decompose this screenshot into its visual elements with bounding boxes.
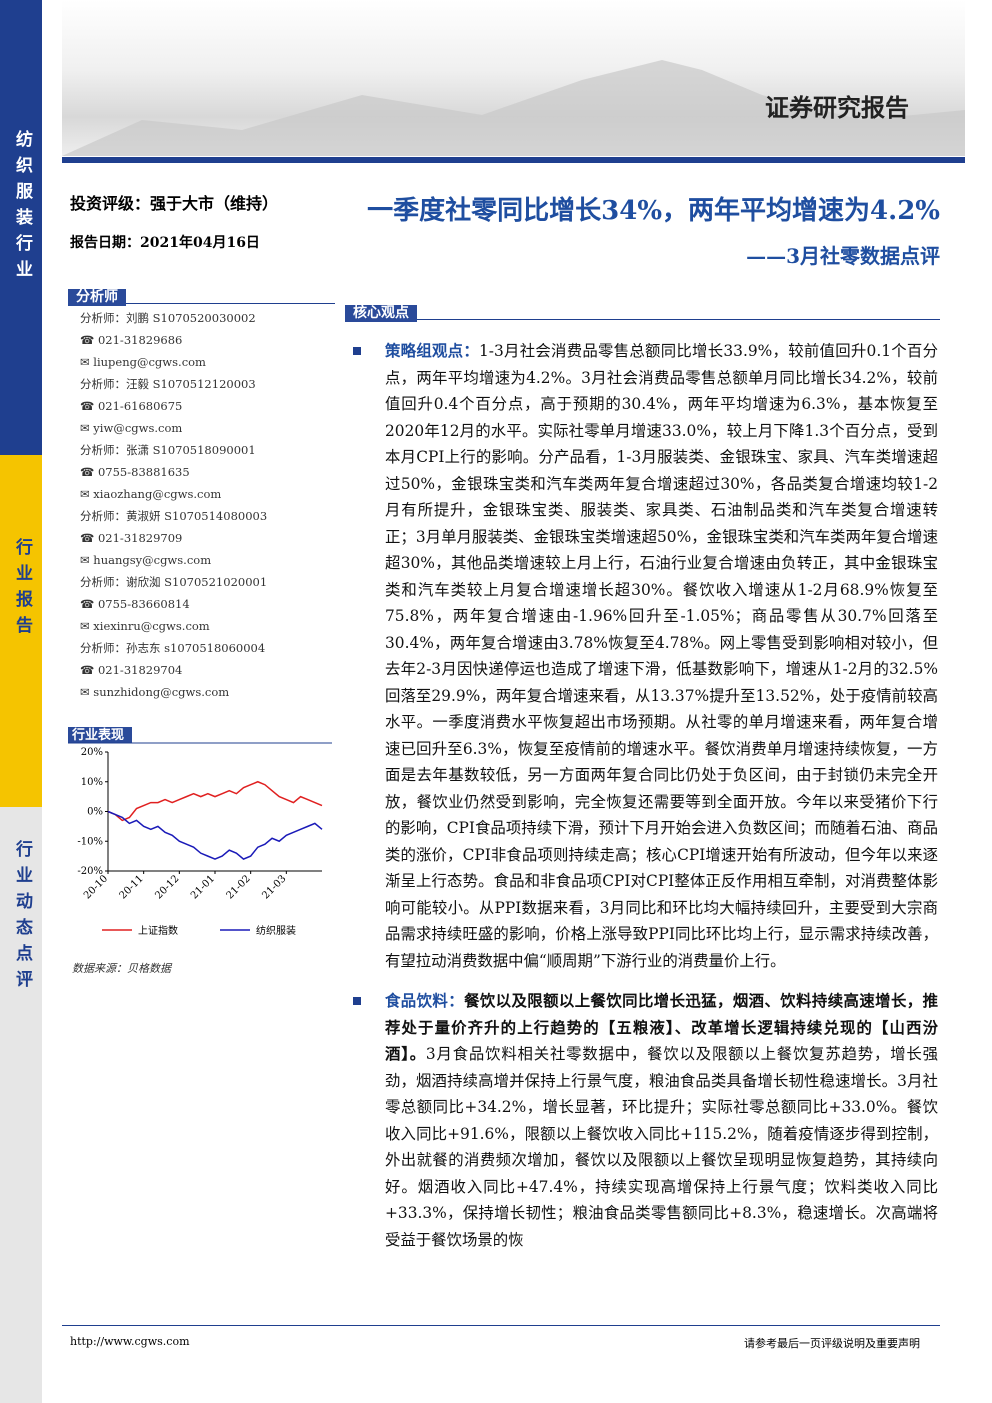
footer-url: http://www.cgws.com — [70, 1335, 190, 1348]
y-tick-label: 10% — [81, 777, 103, 788]
analyst-header: 分析师 — [68, 286, 335, 306]
paragraph: 食品饮料：餐饮以及限额以上餐饮同比增长迅猛，烟酒、饮料持续高速增长，推荐处于量价… — [345, 988, 938, 1253]
analyst-line: 分析师：谢欣洳 S1070521020001 — [80, 575, 268, 589]
footer-rule — [62, 1325, 940, 1326]
analyst-list: 分析师：刘鹏 S1070520030002 021-31829686liupeng… — [80, 307, 335, 703]
x-tick-label: 21-03 — [260, 873, 288, 901]
paragraph-text: 3月食品饮料相关社零数据中，餐饮以及限额以上餐饮复苏趋势，增长强劲，烟酒持续高增… — [385, 1045, 938, 1249]
sidebar-type: 行业报告 — [12, 538, 32, 642]
paragraph-bold: 餐饮以及限额以上餐饮同比增长迅猛，烟酒、饮料持续高速增长，推荐处于量价齐升的上行… — [385, 992, 938, 1063]
series-line — [107, 810, 323, 860]
report-title: 一季度社零同比增长34%，两年平均增速为4.2% — [367, 196, 940, 226]
analyst-line: 0755-83881635 — [80, 461, 335, 483]
analyst-line: liupeng@cgws.com — [80, 351, 335, 373]
section-header: 核心观点 — [345, 302, 940, 322]
chart: 行业表现 20% 10% 0% -10% -20%20-10 20-11 20-12 21-01… — [68, 727, 332, 937]
analyst-line: 021-31829709 — [80, 527, 335, 549]
analyst-line: xiexinru@cgws.com — [80, 615, 335, 637]
body-text: 策略组观点：1-3月社会消费品零售总额同比增长33.9%，较前值回升0.1个百分… — [345, 338, 938, 1316]
y-tick-label: 20% — [81, 747, 103, 758]
paragraph-lead: 食品饮料： — [385, 992, 465, 1010]
x-tick-label: 20-11 — [118, 873, 146, 901]
y-tick-label: -20% — [77, 866, 103, 877]
x-tick-label: 21-02 — [225, 873, 253, 901]
legend-label: 纺织服装 — [256, 924, 296, 937]
paragraph-lead: 策略组观点： — [385, 342, 479, 360]
sidebar-mid — [0, 455, 42, 807]
paragraph: 策略组观点：1-3月社会消费品零售总额同比增长33.9%，较前值回升0.1个百分… — [345, 338, 938, 974]
section-title: 核心观点 — [345, 305, 417, 322]
chart-title-bg — [68, 727, 132, 743]
banner-mountains — [62, 60, 965, 156]
x-tick-label: 20-12 — [153, 873, 181, 901]
analyst-line: 0755-83660814 — [80, 593, 335, 615]
rating: 投资评级：强于大市（维持） — [70, 194, 279, 213]
report-date: 报告日期：2021年04月16日 — [70, 235, 260, 251]
legend-label: 上证指数 — [138, 924, 178, 937]
analyst-line: xiaozhang@cgws.com — [80, 483, 335, 505]
chart-title: 行业表现 — [71, 727, 124, 743]
report-subtitle: ——3月社零数据点评 — [746, 244, 940, 268]
analyst-line: 分析师：刘鹏 S1070520030002 — [80, 311, 256, 325]
analyst-line: 021-31829686 — [80, 329, 335, 351]
analyst-line: 021-31829704 — [80, 659, 335, 681]
analyst-line: 分析师：张潇 S1070518090001 — [80, 443, 256, 457]
analyst-line: sunzhidong@cgws.com — [80, 681, 335, 703]
analyst-line: 021-61680675 — [80, 395, 335, 417]
sidebar-subtype: 行业动态点评 — [12, 840, 32, 996]
source: 数据来源：贝格数据 — [72, 962, 171, 975]
sidebar-bottom — [0, 807, 42, 1403]
analyst-line: 分析师：黄淑妍 S1070514080003 — [80, 509, 268, 523]
footer-disclaimer: 请参考最后一页评级说明及重要声明 — [744, 1337, 920, 1350]
sidebar-top — [0, 0, 42, 455]
analyst-line: 分析师：孙志东 s1070518060004 — [80, 641, 266, 655]
paragraph-text: 1-3月社会消费品零售总额同比增长33.9%，较前值回升0.1个百分点，两年平均… — [385, 342, 938, 970]
y-tick-label: -10% — [77, 836, 103, 847]
x-tick-label: 21-01 — [189, 873, 217, 901]
header-label: 证券研究报告 — [765, 93, 909, 122]
analyst-line: 分析师：汪毅 S1070512120003 — [80, 377, 256, 391]
series-line — [107, 780, 323, 822]
analyst-line: huangsy@cgws.com — [80, 549, 335, 571]
x-tick-label: 20-10 — [82, 873, 110, 901]
header-rule — [62, 157, 965, 163]
y-tick-label: 0% — [87, 807, 103, 818]
analyst-line: yiw@cgws.com — [80, 417, 335, 439]
sidebar-category: 纺织服装行业 — [12, 130, 32, 286]
analyst-title: 分析师 — [68, 289, 126, 306]
